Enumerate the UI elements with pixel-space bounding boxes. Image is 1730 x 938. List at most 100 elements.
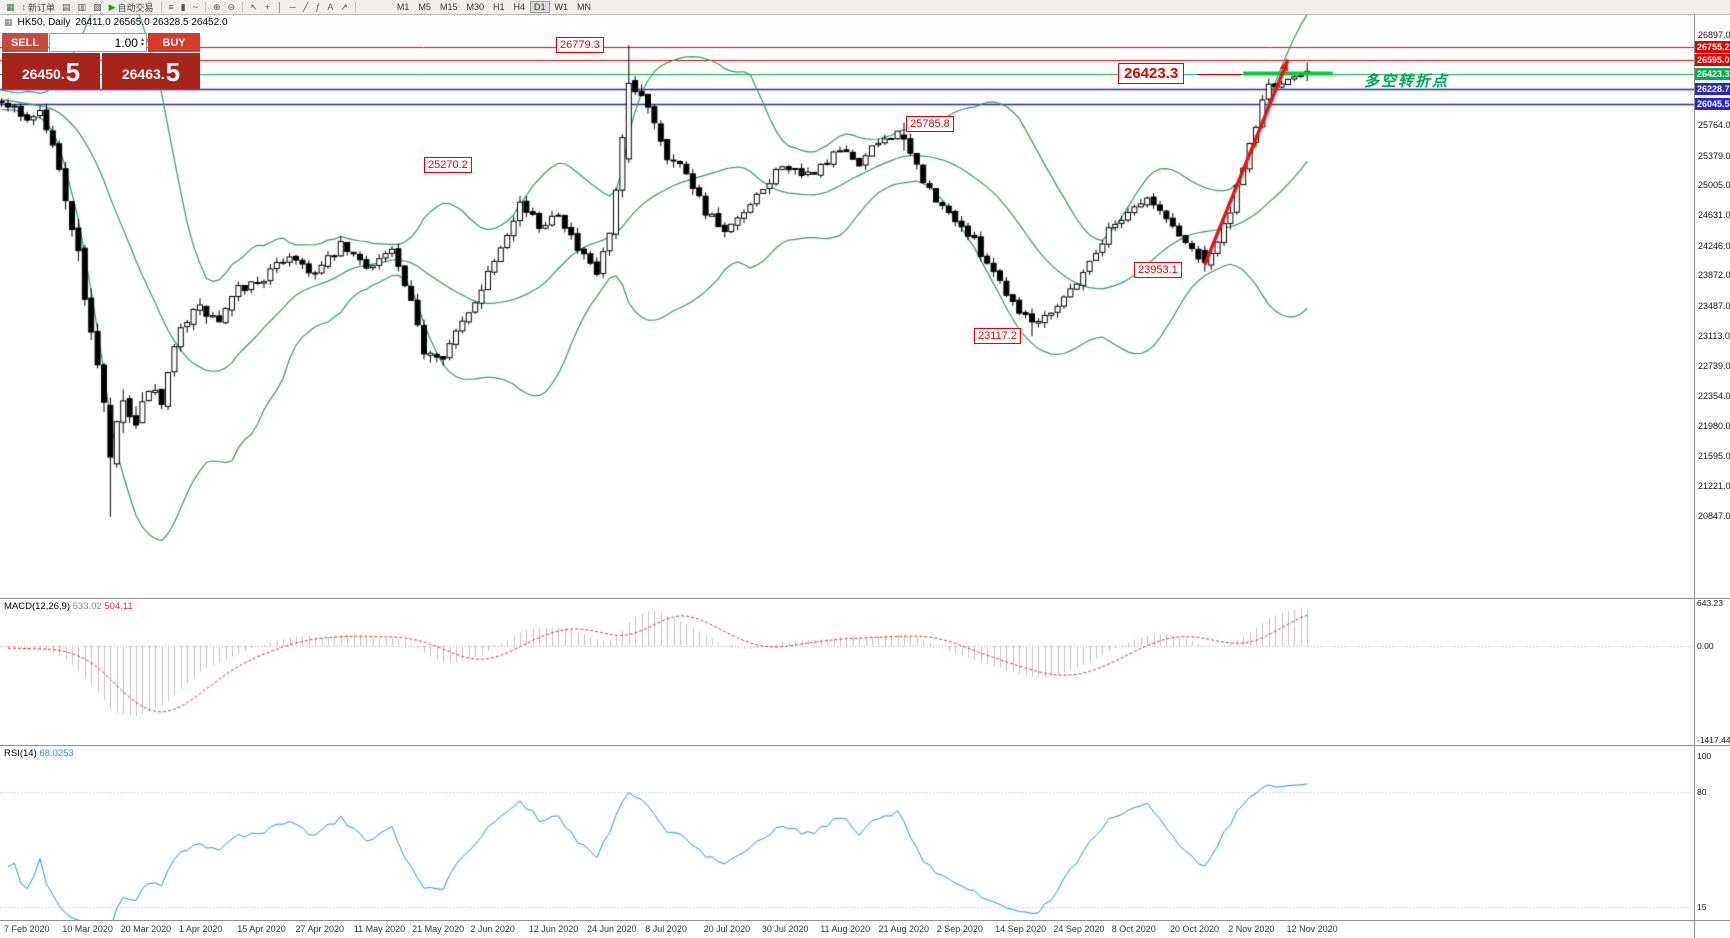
time-axis-label: 8 Jul 2020 [645, 924, 687, 934]
text-button[interactable]: A [324, 1, 336, 14]
stepper-down-icon[interactable]: ▾ [140, 41, 144, 48]
macd-signal-value: 504.11 [104, 601, 133, 612]
data-window-button[interactable]: ▥ [75, 1, 90, 14]
price-callout-label[interactable]: 23117.2 [974, 328, 1021, 345]
zoom-in-button[interactable]: ⊕ [210, 1, 224, 14]
timeframe-m1-button[interactable]: M1 [393, 1, 414, 13]
time-axis-label: 11 May 2020 [353, 924, 406, 934]
new-chart-button[interactable]: ▦ [3, 1, 18, 14]
rsi-label: RSI(14) 68.0253 [4, 748, 74, 759]
macd-panel[interactable]: MACD(12,26,9) 533.02 504.11 [0, 599, 1694, 746]
time-axis-label: 15 Apr 2020 [237, 924, 286, 934]
buy-button[interactable]: BUY [148, 33, 200, 52]
trendline-button[interactable]: ╱ [300, 1, 311, 14]
sell-price-button[interactable]: 26450. 5 [2, 53, 100, 89]
market-watch-button[interactable]: ▤ [59, 1, 74, 14]
data-window-icon: ▥ [77, 1, 87, 12]
time-axis-label: 24 Sep 2020 [1053, 924, 1105, 934]
new-order-button[interactable]: ↕ 新订单 [19, 1, 59, 14]
time-axis-label: 11 Aug 2020 [820, 924, 871, 934]
market-watch-icon: ▤ [62, 1, 71, 12]
zoom-out-icon: ⊖ [227, 1, 236, 12]
timeframe-m30-button[interactable]: M30 [462, 1, 488, 13]
autotrading-button[interactable]: ▶ 自动交易 [106, 1, 157, 14]
time-axis-label: 24 Jun 2020 [587, 924, 637, 934]
time-axis-label: 12 Jun 2020 [528, 924, 579, 934]
price-axis-tick: 22354.0 [1698, 391, 1730, 402]
timeframe-h4-button[interactable]: H4 [510, 1, 530, 13]
macd-canvas[interactable] [0, 599, 1694, 746]
time-axis-label: 21 May 2020 [412, 924, 465, 934]
price-callout-label[interactable]: 25270.2 [424, 157, 472, 174]
zoom-out-button[interactable]: ⊖ [225, 1, 239, 14]
chart-symbol-period: HK50, Daily [17, 17, 71, 28]
price-axis-tick: 26897.0 [1698, 29, 1730, 40]
macd-main-value: 533.02 [72, 601, 102, 612]
candles-chart-button[interactable]: ▮ [178, 1, 189, 14]
stepper-up-icon[interactable]: ▴ [140, 36, 144, 43]
price-chart-panel[interactable]: ▦ HK50, Daily 26411.0 26565.0 26328.5 26… [0, 15, 1694, 599]
timeframe-m15-button[interactable]: M15 [436, 1, 462, 13]
time-axis[interactable]: 7 Feb 2020 10 Mar 2020 20 Mar 2020 1 Apr 20… [0, 921, 1694, 938]
cursor-icon: ↖ [250, 1, 258, 12]
timeframe-d1-button[interactable]: D1 [530, 1, 550, 13]
time-axis-label: 8 Oct 2020 [1111, 924, 1156, 934]
price-axis-tick: 24631.0 [1698, 210, 1730, 221]
price-line-tag: 26595.0 [1695, 53, 1730, 66]
time-axis-label: 20 Jul 2020 [703, 924, 751, 934]
price-axis-tick: 22739.0 [1698, 360, 1730, 371]
price-chart-canvas[interactable] [0, 15, 1694, 599]
bars-chart-icon: ≡ [168, 1, 174, 12]
price-line-tag: 26423.3 [1695, 67, 1730, 80]
horizontal-line-button[interactable]: ─ [287, 1, 299, 14]
vertical-line-icon: │ [276, 1, 283, 12]
price-callout-label[interactable]: 23953.1 [1134, 261, 1182, 278]
toolbar-separator [242, 2, 244, 12]
navigator-button[interactable]: ▧ [90, 1, 105, 14]
time-axis-label: 20 Mar 2020 [120, 924, 172, 934]
timeframe-m5-button[interactable]: M5 [414, 1, 435, 13]
price-callout-label[interactable]: 25785.8 [906, 116, 954, 133]
chart-window-icon: ▦ [4, 17, 13, 27]
volume-input[interactable]: 1.00 ▴ ▾ [49, 33, 147, 52]
price-line-tag: 26755.2 [1695, 41, 1730, 54]
rsi-panel[interactable]: RSI(14) 68.0253 [0, 746, 1694, 921]
navigator-icon: ▧ [93, 1, 102, 12]
price-callout-label[interactable]: 26779.3 [556, 37, 604, 54]
price-axis[interactable]: 26897.0 26755.2 26595.0 26423.3 26228.7 26045… [1695, 15, 1730, 938]
time-axis-label: 12 Nov 2020 [1286, 924, 1338, 934]
vertical-line-button[interactable]: │ [274, 1, 286, 14]
cursor-button[interactable]: ↖ [247, 1, 261, 14]
callout-connector-line [1197, 73, 1242, 75]
panel-separator[interactable] [0, 745, 1730, 746]
line-chart-button[interactable]: ~ [190, 1, 201, 14]
bars-chart-button[interactable]: ≡ [166, 1, 177, 14]
zoom-in-icon: ⊕ [213, 1, 221, 12]
price-axis-tick: 25379.0 [1698, 150, 1730, 161]
chart-annotation-text[interactable]: 多空转折点 [1364, 73, 1450, 91]
new-order-icon: ↕ [21, 1, 27, 12]
toolbar-separator [160, 2, 162, 12]
time-axis-label: 1 Apr 2020 [178, 924, 223, 934]
arrows-button[interactable]: ↗ [337, 1, 351, 14]
autotrading-icon: ▶ [108, 1, 116, 12]
price-axis-tick: 25764.0 [1698, 119, 1730, 130]
chart-workspace: ▦ HK50, Daily 26411.0 26565.0 26328.5 26… [0, 15, 1730, 938]
timeframe-w1-button[interactable]: W1 [551, 1, 573, 13]
time-axis-label: 2 Sep 2020 [936, 924, 983, 934]
sell-button[interactable]: SELL [2, 33, 48, 52]
panel-separator[interactable] [0, 920, 1730, 921]
buy-price-button[interactable]: 26463. 5 [102, 53, 200, 89]
rsi-canvas[interactable] [0, 746, 1694, 921]
panel-separator[interactable] [0, 598, 1730, 599]
timeframe-mn-button[interactable]: MN [573, 1, 595, 13]
price-callout-label[interactable]: 26423.3 [1118, 62, 1185, 84]
buy-price-big-digit: 5 [165, 57, 181, 87]
crosshair-button[interactable]: + [262, 1, 273, 14]
text-icon: A [327, 1, 334, 12]
chart-title: ▦ HK50, Daily 26411.0 26565.0 26328.5 26… [4, 17, 228, 28]
fibonacci-button[interactable]: ƒ [312, 1, 323, 14]
buy-price-main: 26463. [121, 66, 165, 82]
volume-stepper[interactable]: ▴ ▾ [140, 36, 144, 48]
timeframe-h1-button[interactable]: H1 [489, 1, 509, 13]
